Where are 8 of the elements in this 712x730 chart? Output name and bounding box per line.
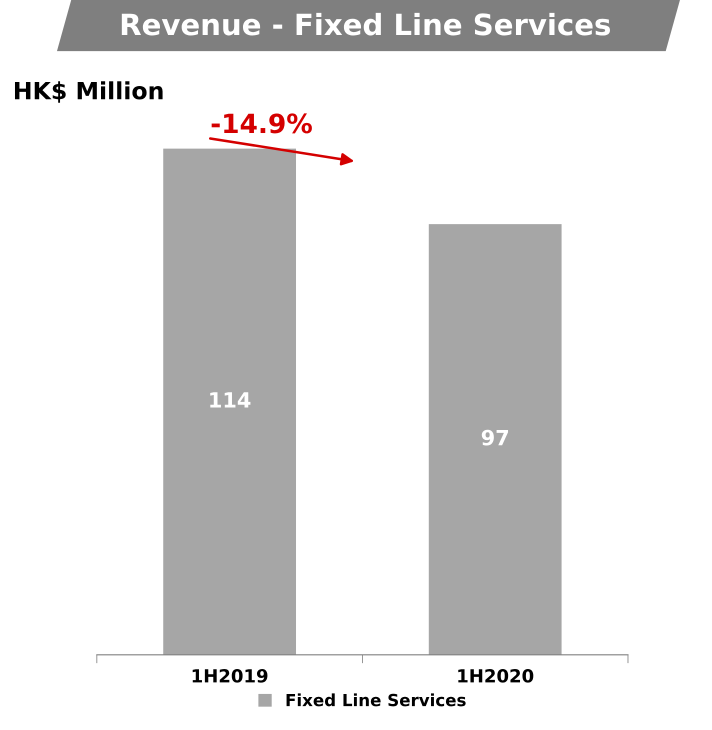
y-axis-title: HK$ Million (14, 81, 163, 103)
data-label: 114 (210, 392, 250, 408)
x-tick-label: 1H2019 (192, 669, 268, 683)
text: -14.9% (212, 113, 312, 134)
data-label: 97 (482, 430, 508, 446)
x-tick-label: 1H2020 (458, 669, 534, 683)
legend-label: Fixed Line Services (286, 693, 466, 706)
chart-title: Revenue - Fixed Line Services (122, 12, 610, 36)
